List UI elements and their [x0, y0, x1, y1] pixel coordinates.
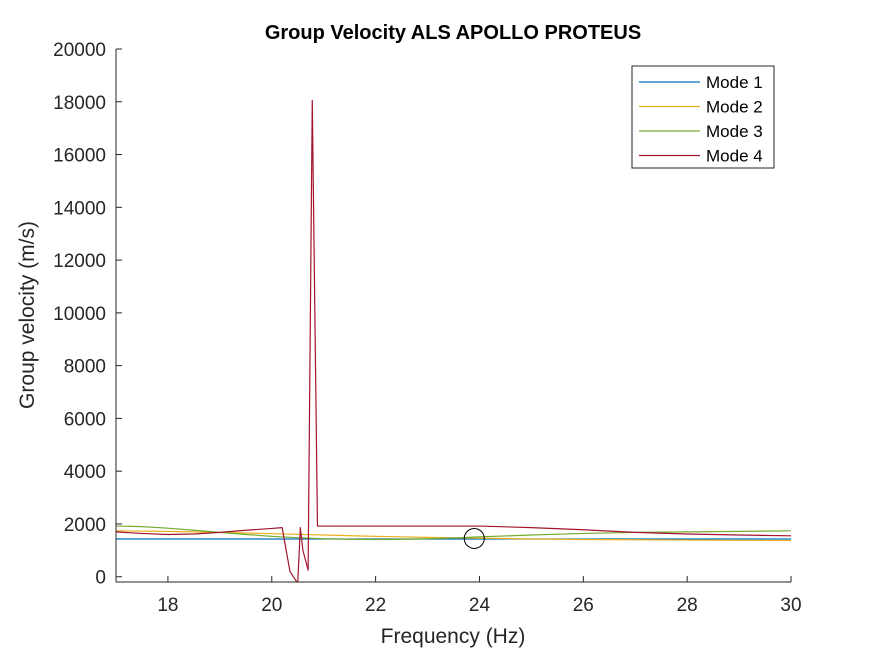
- tick-layer: 18 20 22 24 26 28 30 0 2000 4000 6000 8000 10000 1200…: [53, 40, 801, 616]
- series-line-mode-3: [116, 525, 791, 541]
- y-tick-label: 10000: [53, 304, 106, 325]
- y-tick-label: 2000: [64, 515, 106, 536]
- x-tick-label: 26: [573, 595, 594, 616]
- x-axis-label: Frequency (Hz): [381, 625, 526, 648]
- x-tick-label: 20: [261, 595, 282, 616]
- series-line-mode-4: [116, 99, 791, 582]
- annotation-layer: [463, 527, 485, 549]
- legend-box: [631, 65, 775, 169]
- circle-marker: [463, 527, 485, 549]
- y-tick-label: 14000: [53, 198, 106, 219]
- y-tick-label: 4000: [64, 462, 106, 483]
- chart-title: Group Velocity ALS APOLLO PROTEUS: [265, 22, 641, 44]
- legend: Mode 1 Mode 2 Mode 3 Mode 4: [631, 65, 775, 169]
- legend-label-mode-1: Mode 1: [706, 73, 763, 92]
- y-tick-label: 18000: [53, 93, 106, 114]
- y-tick-label: 0: [95, 568, 106, 589]
- legend-label-mode-4: Mode 4: [706, 147, 763, 166]
- x-tick-label: 24: [469, 595, 491, 616]
- legend-label-mode-3: Mode 3: [706, 122, 763, 141]
- y-tick-label: 12000: [53, 251, 106, 272]
- y-tick-label: 8000: [64, 357, 106, 378]
- x-tick-label: 30: [780, 595, 801, 616]
- y-tick-label: 6000: [64, 409, 106, 430]
- axes-layer: [115, 49, 791, 583]
- y-axis-label: Group velocity (m/s): [16, 221, 39, 409]
- legend-label-mode-2: Mode 2: [706, 98, 763, 117]
- y-tick-label: 16000: [53, 146, 106, 167]
- y-tick-label: 20000: [53, 40, 106, 61]
- x-tick-label: 22: [365, 595, 386, 616]
- x-tick-label: 28: [677, 595, 698, 616]
- legend-items: Mode 1 Mode 2 Mode 3 Mode 4: [639, 73, 763, 166]
- x-tick-label: 18: [157, 595, 178, 616]
- series-layer: [116, 99, 791, 582]
